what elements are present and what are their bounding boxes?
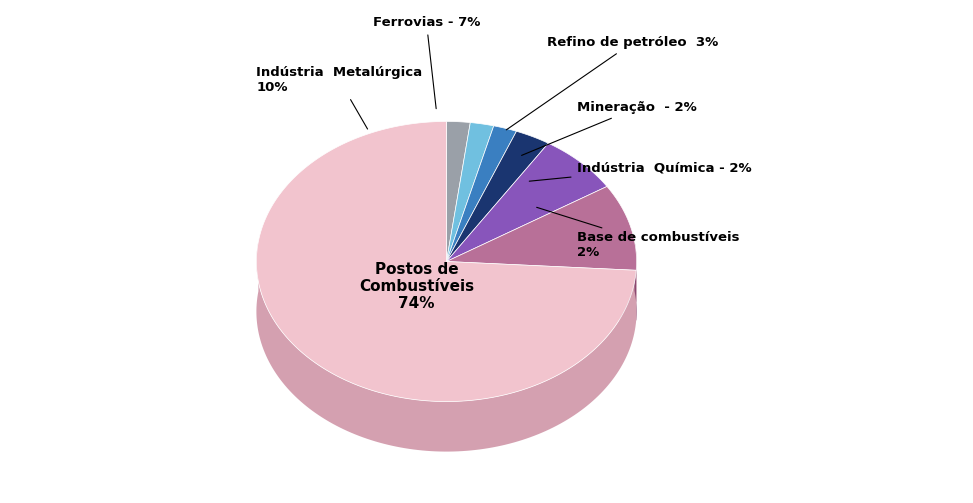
Text: Refino de petróleo  3%: Refino de petróleo 3%	[506, 36, 718, 130]
Polygon shape	[447, 262, 636, 320]
Polygon shape	[257, 241, 636, 452]
Text: Indústria  Química - 2%: Indústria Química - 2%	[529, 161, 751, 181]
Text: Base de combustíveis
2%: Base de combustíveis 2%	[537, 207, 739, 260]
Polygon shape	[447, 143, 607, 262]
Polygon shape	[634, 241, 636, 320]
Polygon shape	[257, 121, 636, 401]
Text: Mineração  - 2%: Mineração - 2%	[522, 102, 697, 155]
Polygon shape	[447, 131, 549, 262]
Polygon shape	[447, 121, 470, 262]
Polygon shape	[447, 262, 636, 320]
Text: Indústria  Metalúrgica
10%: Indústria Metalúrgica 10%	[257, 66, 422, 129]
Text: Ferrovias - 7%: Ferrovias - 7%	[373, 17, 480, 109]
Polygon shape	[447, 123, 493, 262]
Polygon shape	[447, 187, 636, 270]
Polygon shape	[447, 126, 517, 262]
Text: Postos de
Combustíveis
74%: Postos de Combustíveis 74%	[359, 262, 474, 311]
